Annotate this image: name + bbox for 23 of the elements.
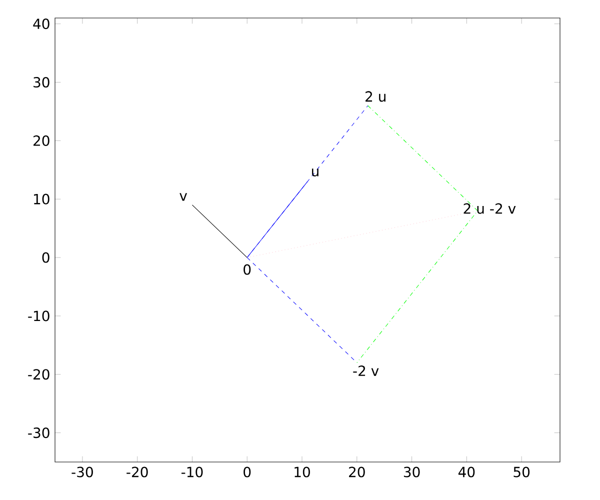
annotation: -2 v [353,366,379,376]
y-tick-label: 20 [34,135,50,146]
x-tick-label: 50 [514,466,530,478]
y-tick-label: -10 [28,310,50,322]
x-tick-label: -30 [72,466,93,478]
x-tick-label: 40 [458,466,475,478]
y-tick-label: 10 [34,194,50,204]
annotation: v [180,193,188,201]
x-tick-label: -10 [181,466,203,478]
annotation: 2 u [366,91,386,102]
y-tick-label: -30 [28,427,50,438]
annotation: 0 [244,264,251,275]
x-tick-label: -20 [126,466,148,478]
y-tick-label: 40 [33,18,50,30]
y-tick-label: 0 [42,252,50,263]
annotation: 2 u -2 v [464,203,516,214]
y-tick-label: 30 [34,76,50,88]
x-tick-label: 0 [244,466,251,478]
y-tick-label: -20 [28,369,50,380]
x-tick-label: 30 [404,466,420,478]
x-tick-label: 10 [294,466,310,478]
x-tick-label: 20 [349,466,365,478]
annotation: u [312,168,318,176]
